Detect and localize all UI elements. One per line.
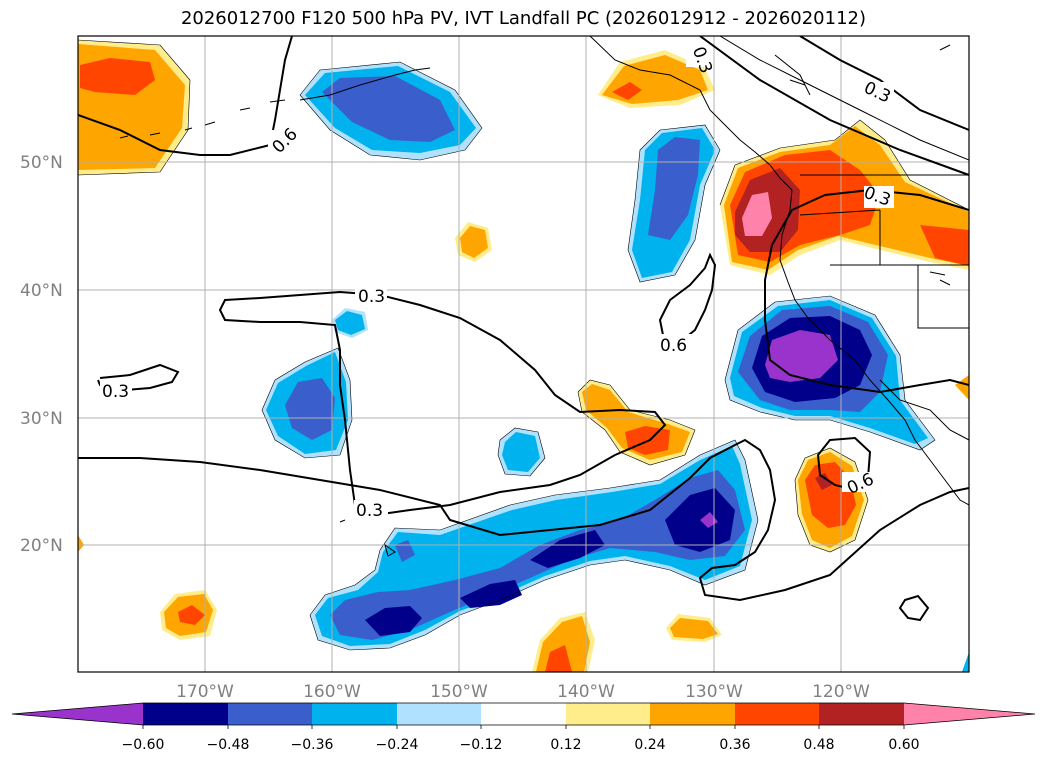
pos-anomaly-east-edge [955,375,969,400]
contour-label-7: 0.6 [660,336,687,356]
colorbar-tick-1: −0.60 [122,737,165,753]
colorbar-seg-7 [650,703,735,725]
lat-tick-40n: 40°N [20,281,63,301]
colorbar-tick-4: −0.24 [376,737,419,753]
shading-layer [78,39,969,672]
pos-anomaly-west-edge [78,535,84,552]
colorbar-tick-5: −0.12 [460,737,503,753]
pos-anomaly-gulf-peak [612,82,642,100]
pos-anomaly-pnw-extreme [742,192,772,236]
colorbar-tick-3: −0.36 [291,737,334,753]
lon-tick-150w: 150°W [430,682,488,702]
lat-tick-50n: 50°N [20,153,63,173]
lon-tick-170w: 170°W [176,682,234,702]
lat-tick-20n: 20°N [20,536,63,556]
colorbar-tick-9: 0.48 [803,737,834,753]
pos-anomaly-small-2 [670,618,718,639]
lon-tick-120w: 120°W [812,682,870,702]
pos-anomaly-east-mid [920,225,969,266]
colorbar: −0.60 −0.48 −0.36 −0.24 −0.12 0.12 0.24 … [11,702,1036,753]
colorbar-seg-8 [735,703,819,725]
lon-tick-130w: 130°W [685,682,743,702]
contour-label-6: 0.3 [102,382,129,402]
colorbar-seg-3 [312,703,397,725]
pos-anomaly-sw-peak [178,605,205,625]
colorbar-seg-2 [228,703,312,725]
colorbar-seg-4 [397,703,481,725]
contour-label-5: 0.3 [358,287,385,307]
neg-anomaly-streak-core [648,137,700,240]
colorbar-tick-2: −0.48 [207,737,250,753]
pos-anomaly-s-strong [815,473,832,490]
lon-axis: 170°W 160°W 150°W 140°W 130°W 120°W [176,682,870,702]
neg-anomaly-alaska-core [322,76,455,142]
colorbar-seg-5 [481,703,566,725]
gridlines [78,36,969,672]
neg-anomaly-east-edge [962,652,969,672]
contour-label-8: 0.3 [356,501,383,521]
colorbar-tick-6: 0.12 [550,737,581,753]
neg-anomaly-small-2-core [502,432,540,472]
map-title: 2026012700 F120 500 hPa PV, IVT Landfall… [180,8,867,29]
colorbar-seg-1 [143,703,228,725]
map-frame [77,35,970,673]
colorbar-max-extension [904,703,1035,725]
colorbar-min-extension [12,703,143,725]
neg-anomaly-small-1-core [335,311,365,335]
neg-anomaly-band-strong-2 [460,580,522,608]
pos-anomaly-small-1-core [460,226,488,258]
pos-anomaly-nw-peak [80,58,155,95]
colorbar-seg-6 [566,703,650,725]
lat-tick-30n: 30°N [20,409,63,429]
contour-label-group: 0.6 0.3 0.3 0.3 0.3 0.3 0.6 0.3 0.6 [100,44,894,521]
colorbar-tick-7: 0.24 [634,737,665,753]
neg-anomaly-band-strong-1 [365,606,422,636]
colorbar-tick-10: 0.60 [888,737,919,753]
pos-anomaly-bottom-peak [545,645,572,672]
neg-anomaly-w-core [285,378,335,440]
lat-axis: 50°N 40°N 30°N 20°N [20,153,63,556]
colorbar-tick-8: 0.36 [719,737,750,753]
coastlines [119,36,969,557]
lon-tick-140w: 140°W [557,682,615,702]
contour-lines [78,36,969,622]
colorbar-seg-9 [819,703,904,725]
lon-tick-160w: 160°W [303,682,361,702]
